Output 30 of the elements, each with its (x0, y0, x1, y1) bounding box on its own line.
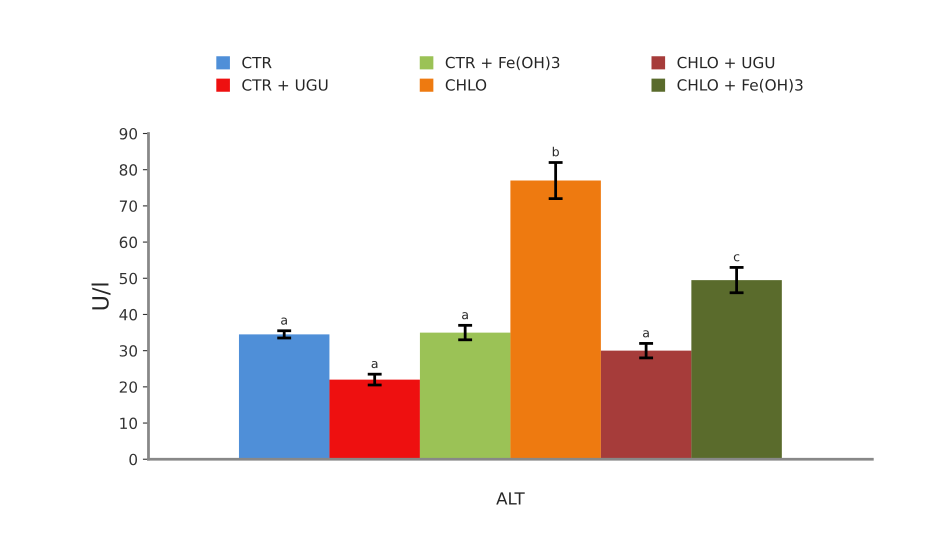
bar (238, 334, 330, 460)
y-tick-label: 40 (119, 308, 138, 320)
data-label: a (462, 312, 468, 320)
bar (510, 180, 601, 460)
x-axis-title: ALT (496, 492, 525, 505)
y-axis-title: U/l (92, 283, 111, 310)
legend-label: CTR + Fe(OH)3 (446, 56, 560, 70)
bar (600, 350, 692, 460)
legend-label: CHLO (446, 79, 486, 91)
y-tick-label: 90 (120, 128, 138, 140)
bar (691, 280, 782, 460)
legend-label: CHLO + UGU (677, 56, 774, 68)
bar (420, 332, 510, 460)
y-tick-label: 80 (120, 164, 138, 176)
data-label: c (734, 254, 740, 262)
y-tick-label: 10 (120, 418, 138, 430)
y-tick-label: 30 (120, 345, 138, 357)
y-tick-label: 70 (120, 200, 138, 212)
data-label: a (643, 330, 649, 338)
data-label: a (281, 318, 287, 325)
y-tick-label: 0 (129, 454, 138, 466)
bar (329, 380, 420, 460)
data-label: b (552, 146, 559, 156)
legend-label: CTR (242, 56, 272, 68)
legend-label: CTR + UGU (242, 79, 328, 91)
y-tick-label: 60 (120, 236, 138, 248)
legend-label: CHLO + Fe(OH)3 (677, 78, 803, 93)
data-label: a (372, 360, 378, 368)
y-tick-label: 50 (120, 272, 138, 284)
y-tick-label: 20 (120, 381, 138, 393)
